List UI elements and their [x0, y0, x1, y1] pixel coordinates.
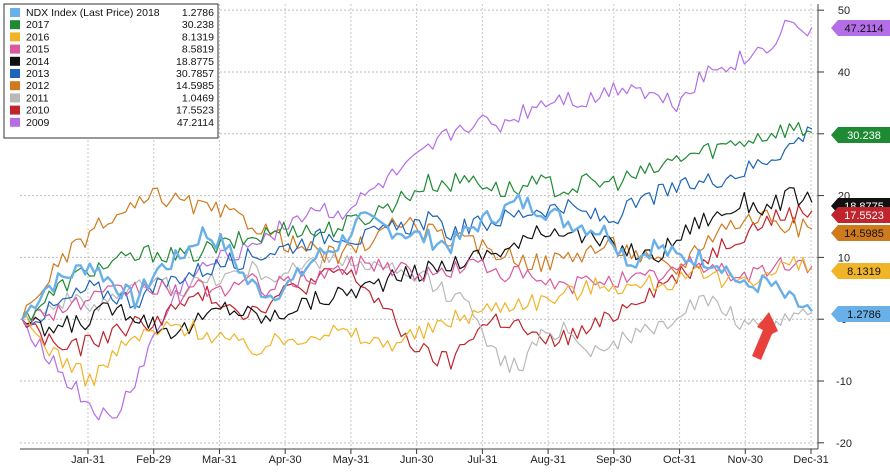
legend-item-2016: 2016 8.1319	[10, 31, 214, 43]
legend-swatch	[10, 105, 20, 115]
value-tag-2010: 17.5523	[831, 207, 890, 223]
y-tick-label: -10	[836, 376, 852, 388]
legend-swatch	[10, 93, 20, 103]
legend-swatch	[10, 117, 20, 127]
x-tick-label: Mar-31	[202, 454, 237, 466]
value-tag-bg	[831, 225, 890, 241]
x-tick-label: Jan-31	[71, 454, 105, 466]
legend-swatch	[10, 44, 20, 54]
last-value-tags: 47.211430.23818.877517.552314.59858.1319…	[831, 20, 890, 322]
value-tag-label: 17.5523	[844, 210, 884, 222]
x-tick-label: Feb-29	[136, 454, 171, 466]
value-tag-bg	[831, 127, 890, 143]
legend-swatch	[10, 69, 20, 78]
x-tick-label: Dec-31	[793, 454, 828, 466]
x-tick-label: May-31	[333, 454, 370, 466]
y-tick-label: 50	[838, 5, 850, 17]
series-line-2017	[21, 121, 813, 321]
legend-swatch	[10, 56, 20, 66]
legend: NDX Index (Last Price) 2018 1.2786 2017 30.…	[3, 3, 219, 139]
legend-item-2013: 2013 30.7857	[10, 68, 214, 80]
legend-label: 2013	[26, 68, 50, 80]
legend-label: 2011	[26, 92, 49, 104]
legend-label: 2012	[26, 80, 50, 92]
legend-value: 8.1319	[182, 31, 214, 43]
legend-value: 30.238	[182, 19, 214, 31]
value-tag-2017: 30.238	[831, 127, 890, 143]
legend-value: 1.2786	[182, 7, 214, 19]
x-tick-label: Nov-30	[728, 454, 763, 466]
value-tag-bg	[831, 306, 890, 322]
legend-label: 2015	[26, 44, 50, 56]
series-line-2013	[21, 126, 813, 326]
series-line-2015	[21, 255, 813, 326]
legend-value: 14.5985	[176, 80, 214, 92]
value-tag-2012: 14.5985	[831, 225, 890, 241]
legend-value: 30.7857	[176, 68, 214, 80]
legend-item-2009: 2009 47.2114	[10, 117, 214, 129]
series-line-2016	[21, 255, 813, 387]
series-line-2009	[21, 19, 813, 421]
legend-item-2015: 2015 8.5819	[10, 44, 214, 56]
y-tick-label: 10	[838, 252, 850, 264]
legend-item-2018: NDX Index (Last Price) 2018 1.2786	[10, 7, 214, 19]
value-tag-bg	[831, 263, 890, 279]
legend-value: 47.2114	[177, 117, 214, 129]
series-line-2018	[21, 193, 813, 320]
value-tag-bg	[831, 207, 890, 223]
legend-label: 2009	[26, 117, 50, 129]
legend-swatch	[10, 8, 20, 17]
legend-value: 1.0469	[182, 92, 214, 104]
series-line-2014	[21, 187, 813, 340]
x-tick-label: Oct-31	[663, 454, 696, 466]
legend-value: 17.5523	[176, 105, 214, 117]
legend-item-2014: 2014 18.8775	[10, 56, 214, 68]
legend-swatch	[10, 20, 20, 30]
x-tick-label: Aug-31	[530, 454, 565, 466]
value-tag-2018: 1.2786	[831, 306, 890, 322]
legend-swatch	[10, 81, 20, 91]
series-line-2010	[21, 204, 813, 370]
legend-value: 18.8775	[176, 56, 214, 68]
legend-item-2010: 2010 17.5523	[10, 105, 214, 117]
legend-item-2012: 2012 14.5985	[10, 80, 214, 92]
value-tag-bg	[831, 20, 890, 36]
value-tag-label: 8.1319	[847, 266, 881, 278]
value-tag-label: 30.238	[847, 130, 881, 142]
legend-item-2017: 2017 30.238	[10, 19, 214, 31]
legend-item-2011: 2011 1.0469	[10, 92, 214, 104]
value-tag-label: 1.2786	[847, 309, 881, 321]
x-tick-label: Sep-30	[596, 454, 631, 466]
x-tick-label: Apr-30	[269, 454, 302, 466]
series-lines	[21, 19, 813, 421]
legend-swatch	[10, 32, 20, 42]
series-line-2012	[21, 187, 813, 320]
legend-label: NDX Index (Last Price) 2018	[26, 7, 160, 19]
y-tick-label: -20	[836, 438, 852, 450]
x-tick-label: Jul-31	[467, 454, 497, 466]
value-tag-label: 47.2114	[845, 23, 884, 35]
legend-label: 2017	[26, 19, 50, 31]
legend-label: 2010	[26, 105, 50, 117]
value-tag-2009: 47.2114	[831, 20, 890, 36]
red-arrow-icon	[752, 312, 778, 360]
value-tag-2016: 8.1319	[831, 263, 890, 279]
legend-label: 2014	[26, 56, 50, 68]
legend-box	[3, 3, 219, 139]
legend-label: 2016	[26, 31, 50, 43]
value-tag-label: 14.5985	[844, 228, 884, 240]
annotation-arrow	[752, 312, 778, 360]
legend-value: 8.5819	[182, 44, 214, 56]
y-tick-label: 40	[838, 67, 850, 79]
x-tick-label: Jun-30	[400, 454, 434, 466]
